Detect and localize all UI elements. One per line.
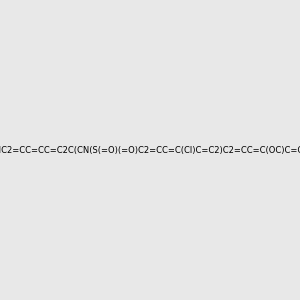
- Text: O=C1NC2=CC=CC=C2C(CN(S(=O)(=O)C2=CC=C(Cl)C=C2)C2=CC=C(OC)C=C2)=C1: O=C1NC2=CC=CC=C2C(CN(S(=O)(=O)C2=CC=C(Cl…: [0, 146, 300, 154]
